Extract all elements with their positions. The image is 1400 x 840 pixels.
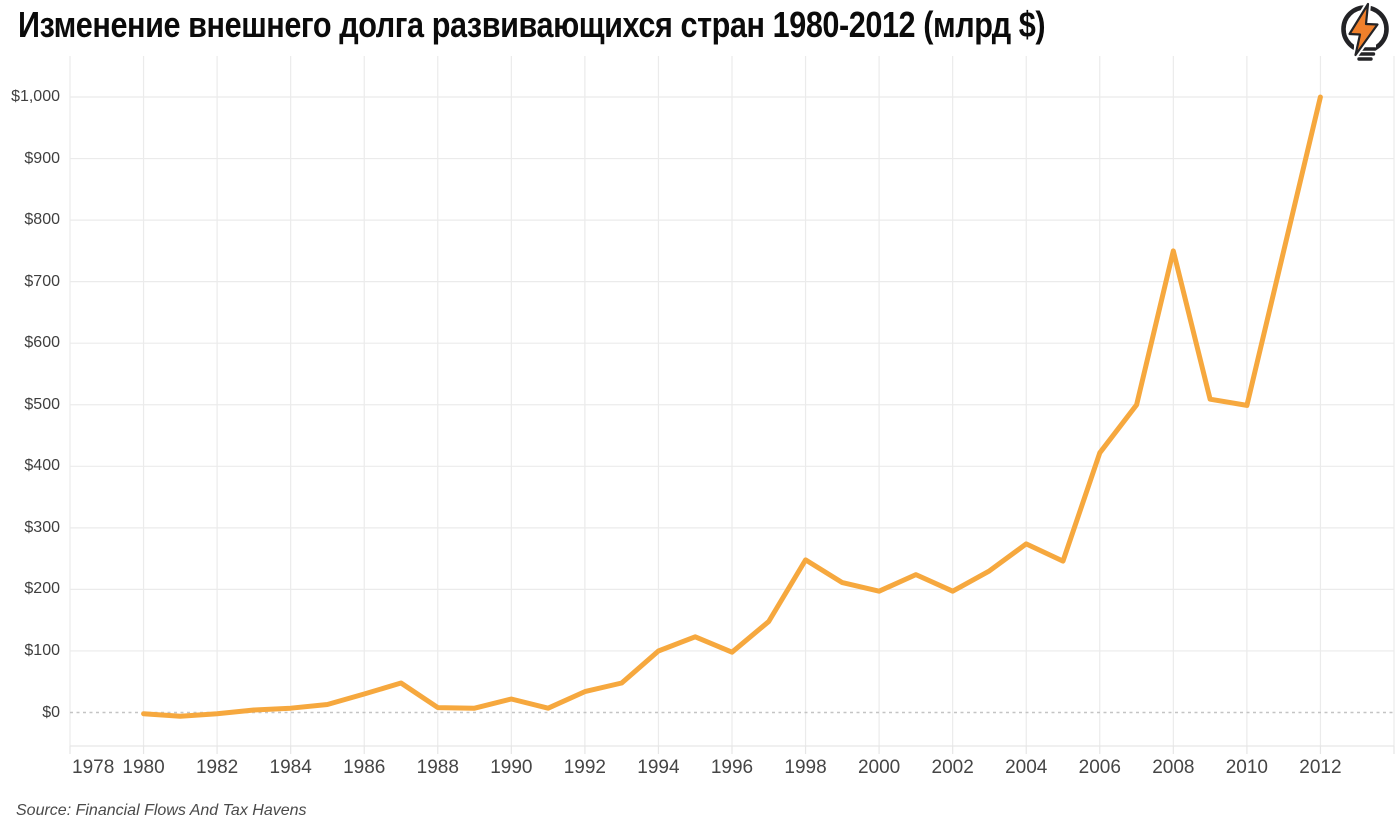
x-axis-tick-label: 1980: [122, 757, 165, 778]
x-axis-tick-label: 1978: [72, 757, 115, 778]
y-axis-tick-label: $1,000: [11, 88, 60, 105]
lightning-bolt-icon: [1348, 2, 1379, 57]
y-axis-tick-label: $200: [24, 580, 60, 598]
x-axis-tick-label: 1994: [637, 757, 680, 778]
y-axis-tick-label: $900: [24, 149, 60, 167]
y-axis-tick-label: $700: [24, 272, 60, 290]
y-axis-tick-label: $100: [24, 641, 60, 659]
x-axis-tick-label: 1982: [195, 757, 239, 778]
y-axis-tick-label: $400: [24, 457, 60, 475]
x-axis-tick-label: 1988: [416, 757, 459, 778]
y-axis-tick-label: $0: [42, 703, 60, 721]
lightbulb-bolt-icon: [1341, 1, 1389, 61]
x-axis-tick-label: 2000: [857, 757, 901, 778]
y-axis-tick-label: $600: [24, 334, 60, 352]
x-axis-tick-label: 1990: [490, 757, 533, 778]
y-axis-tick-label: $800: [24, 211, 60, 229]
x-axis-tick-label: 1996: [710, 757, 754, 778]
y-axis-tick-label: $500: [24, 395, 60, 413]
x-axis-tick-label: 2002: [931, 757, 974, 778]
x-axis-tick-label: 1984: [269, 757, 312, 778]
x-axis-tick-label: 1998: [784, 757, 827, 778]
x-axis-tick-label: 1992: [563, 757, 607, 778]
x-axis-tick-label: 2006: [1078, 757, 1121, 778]
lightbulb-bolt-logo: [1336, 1, 1394, 64]
x-axis-tick-label: 2012: [1299, 757, 1342, 778]
x-axis-tick-label: 2004: [1005, 757, 1048, 778]
debt-line-series: [141, 94, 1323, 719]
x-axis-tick-label: 2010: [1225, 757, 1269, 778]
chart-title: Изменение внешнего долга развивающихся с…: [18, 4, 1046, 45]
source-caption: Source: Financial Flows And Tax Havens: [16, 802, 307, 819]
x-axis-tick-label: 2008: [1152, 757, 1195, 778]
y-axis-tick-label: $300: [24, 518, 60, 536]
x-axis-tick-label: 1986: [343, 757, 386, 778]
